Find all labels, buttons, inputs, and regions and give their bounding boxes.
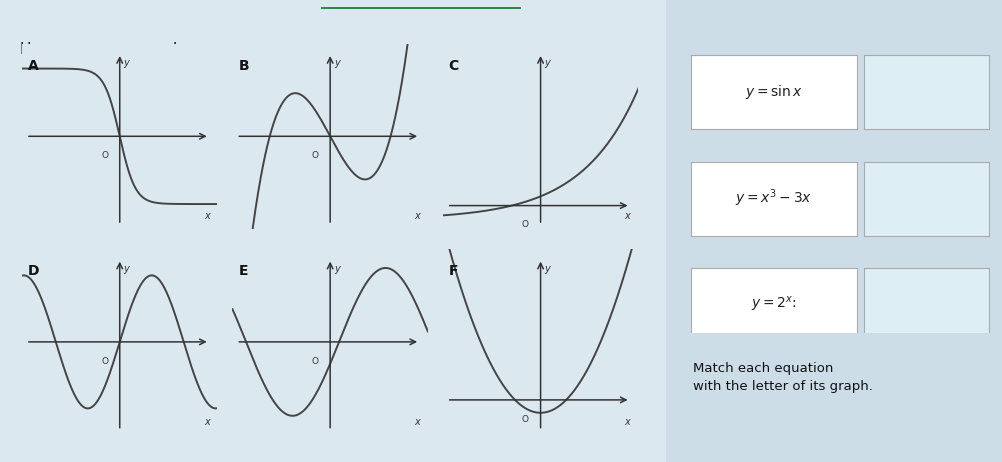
Text: y: y xyxy=(123,58,129,68)
Text: Match each equation
with the letter of its graph.: Match each equation with the letter of i… xyxy=(693,362,873,394)
Text: y: y xyxy=(123,264,129,274)
Text: F: F xyxy=(449,264,458,278)
Text: y: y xyxy=(334,58,340,68)
Text: x: x xyxy=(414,417,420,427)
Text: C: C xyxy=(449,59,459,73)
Text: O: O xyxy=(101,151,108,160)
Text: $y = 2^x$:: $y = 2^x$: xyxy=(752,295,797,315)
Text: O: O xyxy=(522,415,529,424)
Text: D: D xyxy=(28,264,39,278)
Text: x: x xyxy=(203,211,209,221)
Text: O: O xyxy=(101,357,108,365)
Text: y: y xyxy=(334,264,340,274)
Text: x: x xyxy=(414,211,420,221)
Text: O: O xyxy=(522,220,529,229)
Text: E: E xyxy=(238,264,247,278)
Text: x: x xyxy=(624,417,630,427)
Text: y: y xyxy=(544,58,550,68)
Text: 48 / 59 Marks: 48 / 59 Marks xyxy=(374,21,468,34)
Text: $y = \sin x$: $y = \sin x$ xyxy=(745,84,803,101)
Text: x: x xyxy=(624,211,630,221)
Text: $y = x^3 - 3x$: $y = x^3 - 3x$ xyxy=(735,188,813,209)
Text: O: O xyxy=(312,357,319,365)
Text: A: A xyxy=(28,59,39,73)
Text: B: B xyxy=(238,59,248,73)
Text: y: y xyxy=(544,264,550,274)
Text: x: x xyxy=(203,417,209,427)
Text: O: O xyxy=(312,151,319,160)
Text: Here are some graphs.: Here are some graphs. xyxy=(20,43,195,57)
